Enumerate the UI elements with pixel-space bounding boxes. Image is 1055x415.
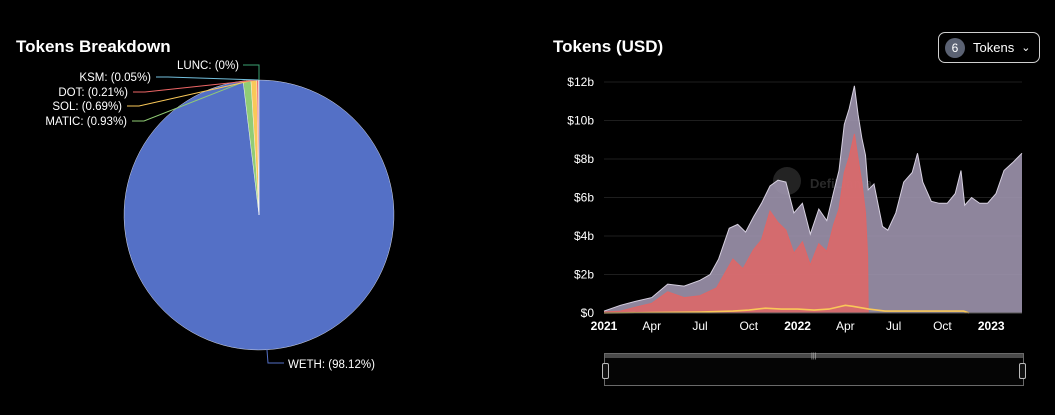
pie-label-ksm: KSM: (0.05%) bbox=[79, 72, 151, 84]
y-tick-label: $12b bbox=[567, 75, 594, 89]
pie-label-weth: WETH: (98.12%) bbox=[288, 359, 375, 371]
x-tick-label: Apr bbox=[836, 319, 855, 333]
pie-label-lunc: LUNC: (0%) bbox=[177, 60, 239, 72]
x-tick-label: Oct bbox=[739, 319, 758, 333]
series-line-0 bbox=[603, 85, 1023, 312]
x-tick-label: 2021 bbox=[591, 319, 618, 333]
slider-track bbox=[605, 354, 1023, 358]
area-chart-title: Tokens (USD) bbox=[553, 37, 664, 56]
pie-labels: WETH: (98.12%) MATIC: (0.93%) SOL: (0.69%)… bbox=[45, 60, 375, 371]
pie-leader-sol bbox=[127, 79, 254, 107]
pie-chart: WETH: (98.12%) MATIC: (0.93%) SOL: (0.69%)… bbox=[45, 60, 395, 371]
token-count-badge: 6 bbox=[945, 37, 965, 58]
y-tick-label: $6b bbox=[574, 191, 594, 205]
series-line-1 bbox=[603, 133, 869, 314]
tokens-select-button[interactable]: 6 Tokens ⌄ bbox=[938, 32, 1040, 63]
x-tick-label: Apr bbox=[642, 319, 661, 333]
series-area-0 bbox=[604, 85, 1022, 313]
pie-leader-weth bbox=[266, 349, 284, 364]
tokens-select-label: Tokens bbox=[973, 40, 1015, 55]
pie-slices bbox=[123, 79, 395, 351]
slider-left-handle[interactable] bbox=[602, 363, 609, 379]
x-axis: 2021 Apr Jul Oct 2022 Apr Jul Oct 2023 bbox=[591, 319, 1005, 333]
series-line-2 bbox=[603, 304, 970, 314]
pie-label-matic: MATIC: (0.93%) bbox=[45, 116, 127, 128]
pie-label-sol: SOL: (0.69%) bbox=[52, 101, 122, 113]
pie-chart-title: Tokens Breakdown bbox=[16, 37, 171, 56]
y-tick-label: $10b bbox=[567, 114, 594, 128]
y-tick-label: $2b bbox=[574, 268, 594, 282]
x-tick-label: Oct bbox=[933, 319, 952, 333]
y-tick-label: $8b bbox=[574, 152, 594, 166]
x-tick-label: Jul bbox=[692, 319, 707, 333]
x-tick-label: 2022 bbox=[784, 319, 811, 333]
date-range-slider[interactable]: ||| bbox=[602, 353, 1026, 386]
slider-right-handle[interactable] bbox=[1019, 363, 1026, 379]
pie-label-dot: DOT: (0.21%) bbox=[58, 87, 128, 99]
series bbox=[603, 85, 1023, 314]
x-tick-label: 2023 bbox=[978, 319, 1005, 333]
pie-leader-lunc bbox=[243, 64, 260, 80]
chevron-down-icon: ⌄ bbox=[1021, 42, 1031, 54]
pie-leader-dot bbox=[133, 79, 258, 93]
y-tick-label: $0 bbox=[581, 306, 595, 320]
series-area-1 bbox=[604, 134, 869, 313]
y-tick-label: $4b bbox=[574, 229, 594, 243]
slider-grip-icon[interactable]: ||| bbox=[811, 353, 817, 360]
pie-leader-matic bbox=[132, 80, 248, 122]
y-axis: $0 $2b $4b $6b $8b $10b $12b bbox=[567, 75, 594, 320]
pie-leader-ksm bbox=[156, 76, 259, 81]
x-tick-label: Jul bbox=[886, 319, 901, 333]
